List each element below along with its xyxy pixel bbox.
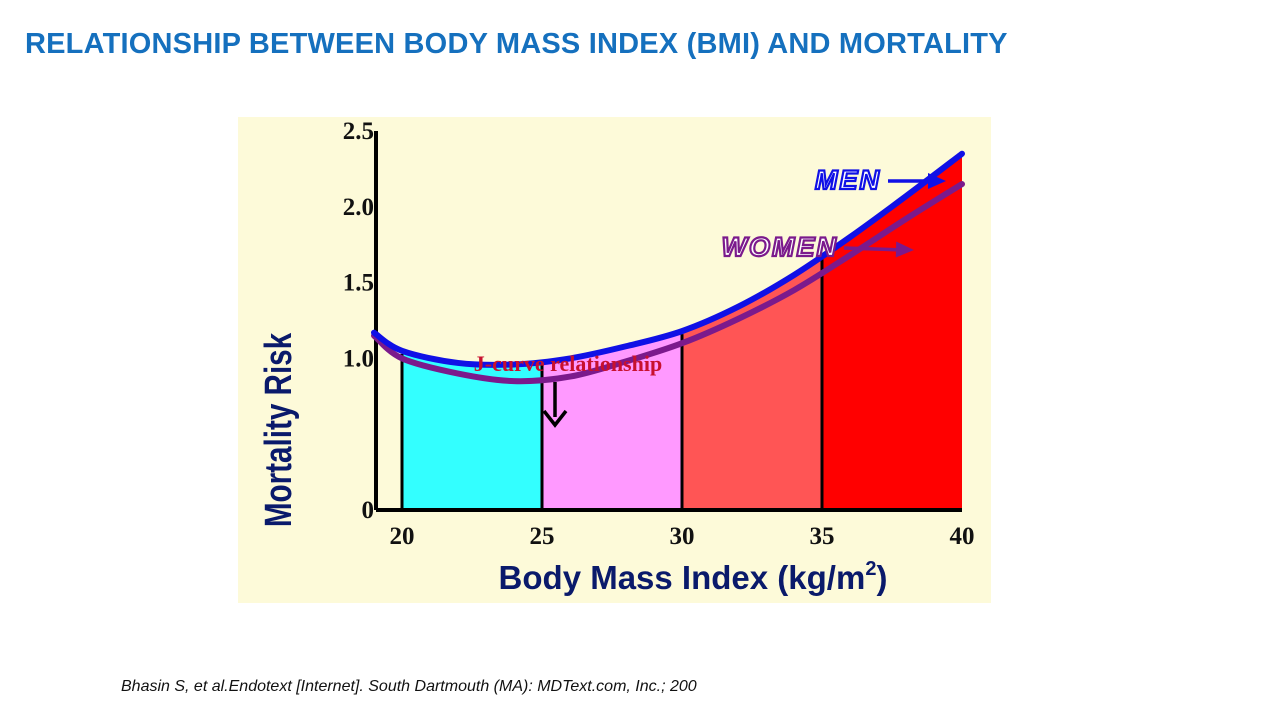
j-curve-label: J-curve relationship <box>474 351 662 376</box>
y-tick-label: 1.0 <box>343 345 374 372</box>
down-arrow-icon <box>542 382 568 428</box>
y-tick-label: 1.5 <box>343 270 374 297</box>
axes <box>374 131 962 512</box>
x-axis-label-close: ) <box>876 559 887 596</box>
men-label-arrowhead-icon <box>928 173 946 189</box>
women-label-arrow <box>843 246 905 252</box>
x-tick-label: 25 <box>530 523 555 550</box>
citation: Bhasin S, et al.Endotext [Internet]. Sou… <box>121 678 697 695</box>
series-curves <box>371 150 965 385</box>
slide-title: RELATIONSHIP BETWEEN BODY MASS INDEX (BM… <box>25 28 1008 60</box>
chart-panel: 2.5 2.0 1.5 1.0 0 20 25 30 35 40 MEN WOMEN Mortali… <box>238 117 991 603</box>
x-tick-label: 20 <box>390 523 415 550</box>
x-tick-label: 35 <box>810 523 835 550</box>
x-tick-label: 30 <box>670 523 695 550</box>
bmi-mortality-chart: 2.5 2.0 1.5 1.0 0 20 25 30 35 40 MEN WOMEN Mortali… <box>238 117 991 603</box>
y-tick-label: 0 <box>362 497 375 524</box>
y-tick-label: 2.0 <box>343 194 374 221</box>
x-axis-label-superscript: 2 <box>865 558 876 580</box>
y-axis-label: Mortality Risk <box>258 333 300 527</box>
series-labels: MEN WOMEN <box>720 164 946 263</box>
j-curve-annotation: J-curve relationship <box>474 351 662 428</box>
y-tick-label: 2.5 <box>343 118 374 145</box>
women-label: WOMEN <box>722 232 838 262</box>
men-label: MEN <box>815 165 881 195</box>
band-dividers <box>400 259 824 510</box>
x-axis-label-main: Body Mass Index (kg/m <box>499 559 866 596</box>
women-label-arrowhead-icon <box>895 241 914 258</box>
x-axis-label: Body Mass Index (kg/m2) <box>499 558 888 596</box>
bmi-band-35-40 <box>822 153 962 511</box>
tick-labels: 2.5 2.0 1.5 1.0 0 20 25 30 35 40 <box>343 118 975 550</box>
men-curve <box>371 150 965 368</box>
x-tick-label: 40 <box>950 523 975 550</box>
women-curve <box>371 181 965 385</box>
bmi-band-20-25 <box>402 350 542 510</box>
